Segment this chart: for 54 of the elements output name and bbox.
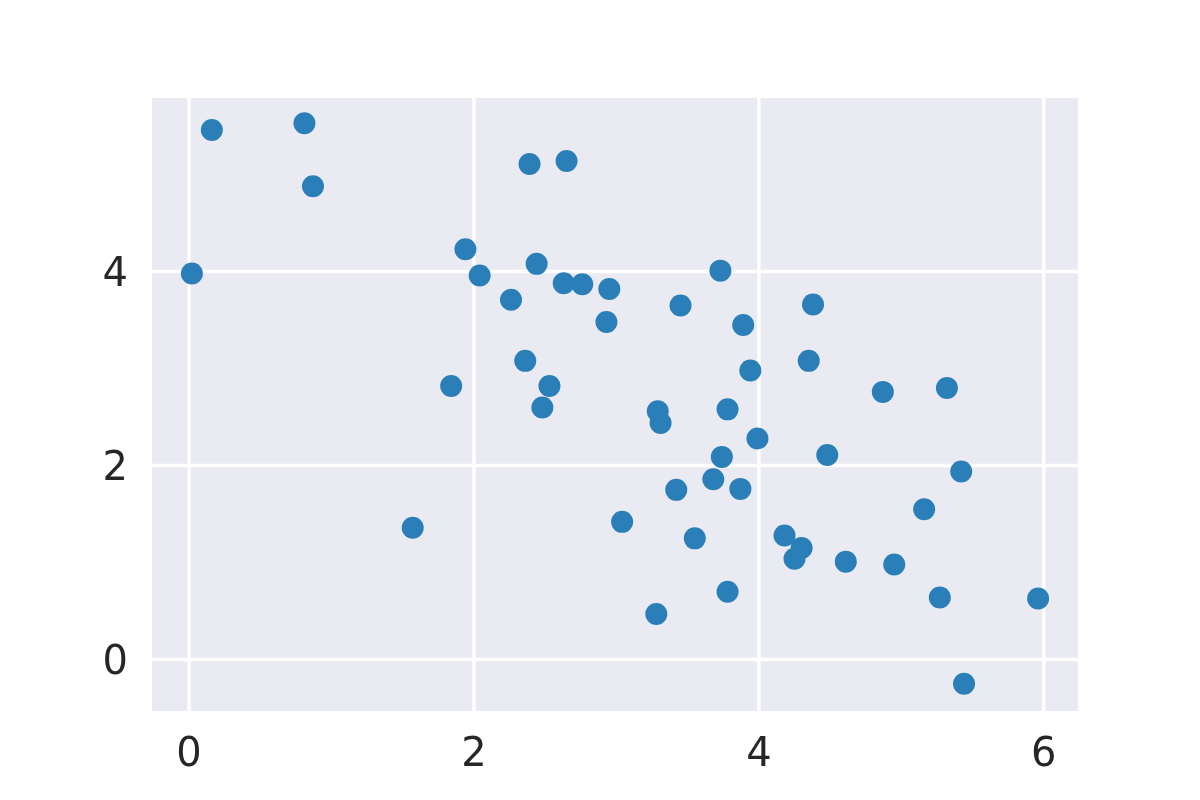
point [514,349,537,372]
point [773,524,796,547]
y-tick-label: 2 [102,442,128,489]
point [732,313,755,336]
point [935,377,958,400]
point [665,478,688,501]
point [739,359,762,382]
point [683,527,706,550]
point [928,586,951,609]
point [710,445,733,468]
y-tick-label: 4 [102,248,128,295]
point [180,262,203,285]
point [729,477,752,500]
point [293,112,316,135]
point [834,550,857,573]
point [669,294,692,317]
point [571,273,594,296]
point [871,380,894,403]
point [790,537,813,560]
point [301,175,324,198]
point [598,278,621,301]
point [950,460,973,483]
point [611,510,634,533]
point [468,264,491,287]
y-tick-label: 0 [102,636,128,683]
point [538,375,561,398]
x-tick-label: 6 [1031,729,1057,775]
point [816,443,839,466]
point [953,672,976,695]
point [797,349,820,372]
point [883,553,906,576]
point [709,259,732,282]
x-tick-label: 0 [176,729,202,775]
point [531,396,554,419]
point [440,375,463,398]
x-tick-label: 4 [746,729,772,775]
point [454,238,477,261]
point [518,152,541,175]
point [716,398,739,421]
x-tick-label: 2 [461,729,487,775]
point [200,119,223,142]
point [716,580,739,603]
point [555,150,578,173]
point [746,427,769,450]
point [802,293,825,316]
point [525,252,548,275]
point [1027,587,1050,610]
point [595,311,618,334]
point [500,288,522,311]
point [552,272,575,295]
point [645,603,668,626]
point [913,498,936,521]
point [702,468,725,491]
point [401,516,424,539]
